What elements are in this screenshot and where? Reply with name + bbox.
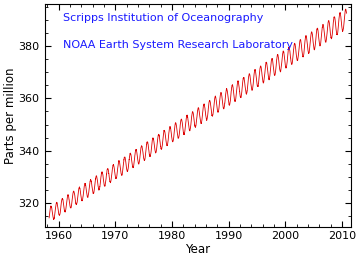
Text: NOAA Earth System Research Laboratory: NOAA Earth System Research Laboratory: [63, 40, 293, 50]
Y-axis label: Parts per million: Parts per million: [4, 67, 17, 164]
Text: Scripps Institution of Oceanography: Scripps Institution of Oceanography: [63, 13, 263, 23]
X-axis label: Year: Year: [185, 243, 210, 256]
